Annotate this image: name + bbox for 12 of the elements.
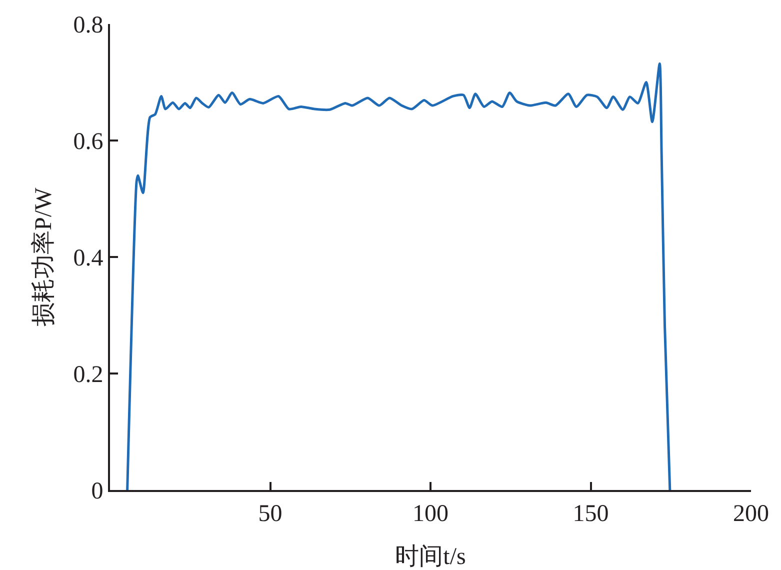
y-tick-label: 0.2 <box>73 362 104 388</box>
x-tick-label: 150 <box>572 500 609 527</box>
x-tick-label: 200 <box>733 500 769 527</box>
x-tick-label: 50 <box>258 500 282 527</box>
y-tick-label: 0 <box>91 478 104 504</box>
y-tick-label: 0.4 <box>73 245 104 272</box>
y-tick-label: 0.6 <box>73 128 104 155</box>
x-axis-title: 时间t/s <box>395 544 466 570</box>
y-axis-title: 损耗功率P/W <box>30 187 57 326</box>
line-series <box>126 62 672 490</box>
y-tick-label: 0.8 <box>73 12 104 38</box>
x-tick-label: 100 <box>412 500 448 527</box>
